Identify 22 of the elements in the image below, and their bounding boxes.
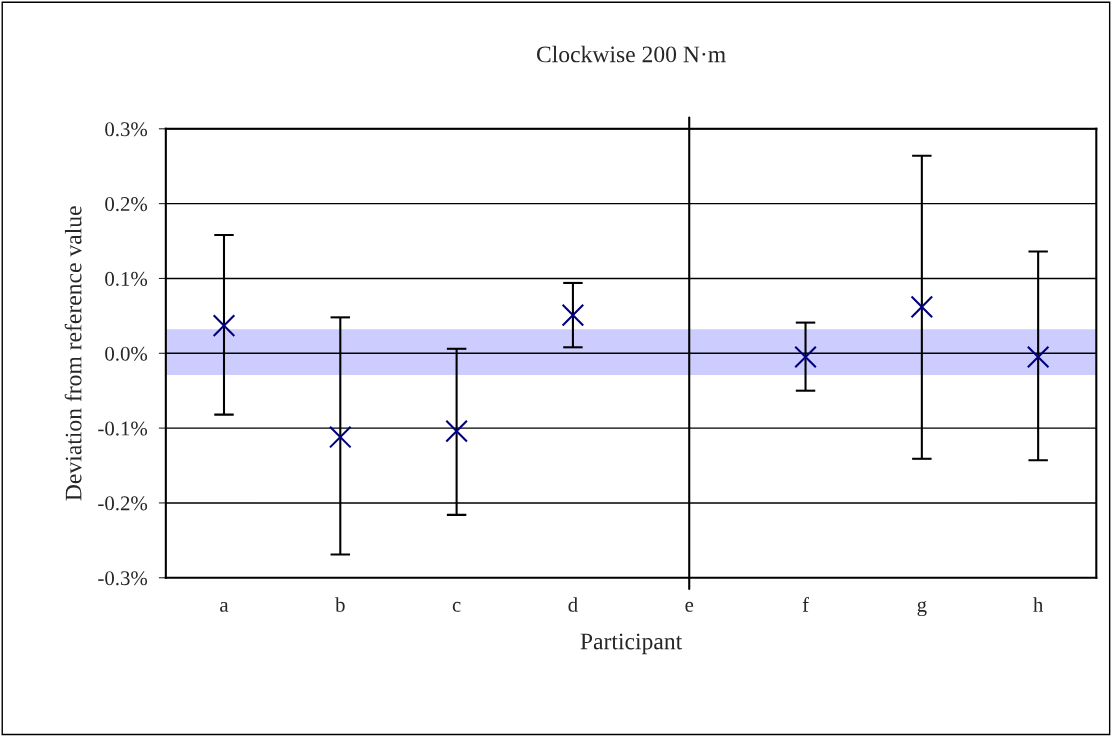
x-tick-label: b [335, 597, 345, 612]
x-tick-label: h [1033, 597, 1044, 612]
point [445, 419, 468, 443]
y-tick-label: -0.2% [98, 496, 148, 511]
x-tick-label: c [452, 601, 461, 612]
x-axis-title: Participant [580, 633, 683, 655]
x-tick-label: f [802, 596, 809, 612]
x-tick-label: d [568, 597, 578, 612]
y-tick-label: -0.3% [98, 571, 148, 586]
y-tick-label: 0.2% [105, 197, 148, 212]
chart-title: Clockwise 200 N·m [536, 45, 726, 63]
x-tick-label: g [917, 600, 927, 617]
point [910, 295, 934, 319]
x-tick-label: a [220, 601, 229, 612]
point [328, 425, 352, 449]
y-tick-label: -0.1% [98, 421, 148, 436]
y-tick-label: 0.0% [105, 346, 148, 361]
point [561, 303, 585, 327]
y-tick-label: 0.3% [105, 122, 148, 137]
y-axis-title: Deviation from reference value [64, 206, 82, 501]
y-tick-label: 0.1% [105, 271, 148, 286]
x-tick-label: e [685, 601, 694, 612]
